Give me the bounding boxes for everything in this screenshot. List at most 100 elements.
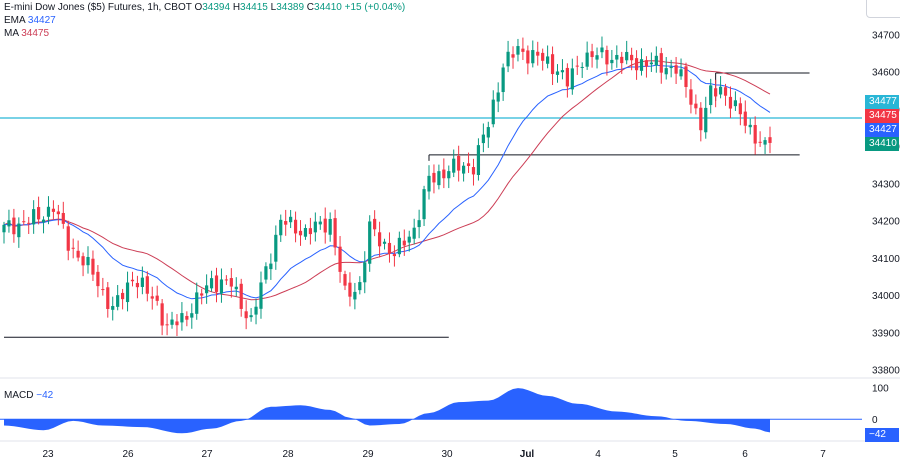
candle-body: [190, 313, 194, 318]
candle-body: [205, 285, 209, 294]
candle: [600, 36, 604, 59]
candle: [373, 210, 377, 237]
candle: [150, 286, 154, 310]
candle-body: [27, 222, 31, 224]
candle-body: [229, 278, 233, 287]
candle: [392, 245, 397, 267]
candle-body: [723, 87, 728, 96]
candle-body: [121, 292, 125, 300]
candle: [531, 40, 535, 68]
candle: [491, 90, 495, 128]
candle-body: [358, 282, 362, 291]
candle: [209, 270, 214, 292]
candle: [565, 63, 569, 98]
candle: [630, 47, 634, 71]
candle: [343, 270, 347, 291]
candle-body: [600, 47, 604, 53]
candle: [664, 56, 668, 80]
candle-body: [214, 275, 219, 292]
macd-legend[interactable]: MACD −42: [4, 390, 53, 401]
candle: [61, 201, 65, 229]
candle-body: [209, 278, 214, 289]
candle-body: [644, 60, 649, 67]
candle-body: [170, 319, 174, 325]
candle-body: [560, 70, 565, 73]
candle-body: [595, 55, 599, 60]
candle-body: [298, 230, 303, 236]
candle-body: [422, 189, 426, 220]
candle-body: [709, 85, 713, 106]
candle: [605, 45, 609, 76]
candle-body: [259, 282, 263, 309]
candle-body: [555, 71, 560, 75]
candle-body: [22, 221, 26, 223]
high-label: H: [232, 2, 241, 13]
candle: [476, 138, 481, 181]
candle: [303, 224, 308, 240]
candle-body: [353, 291, 357, 300]
candle-body: [284, 221, 288, 225]
candle: [76, 240, 80, 262]
candle: [353, 282, 357, 310]
candle: [407, 230, 411, 252]
candle-body: [471, 167, 476, 175]
candle: [526, 45, 530, 75]
candle-body: [145, 276, 149, 294]
candle-body: [590, 51, 594, 58]
candle-body: [620, 56, 624, 64]
candle: [12, 208, 16, 243]
ma-legend[interactable]: MA 34475: [4, 28, 49, 40]
candle: [130, 271, 135, 287]
candle: [560, 59, 565, 80]
candle: [674, 56, 678, 84]
candle-body: [269, 263, 273, 270]
candle: [368, 215, 372, 272]
candle-body: [165, 324, 169, 326]
candle: [555, 64, 560, 83]
candle: [684, 62, 688, 98]
candle-body: [486, 127, 490, 138]
candle: [269, 253, 273, 280]
candle: [615, 45, 619, 68]
candle-body: [580, 66, 584, 68]
candle-body: [264, 266, 268, 280]
ema-legend[interactable]: EMA 34427: [4, 15, 56, 27]
settings-corner[interactable]: [866, 0, 900, 18]
candle: [229, 268, 233, 298]
candle: [106, 282, 110, 318]
candle: [481, 123, 485, 153]
candle: [36, 196, 41, 225]
candle: [669, 59, 673, 78]
candle: [733, 91, 738, 111]
candle: [254, 298, 258, 325]
candle-body: [630, 54, 634, 61]
candle-body: [36, 207, 41, 220]
candle-body: [610, 59, 614, 64]
price-tick-label: 34300: [872, 179, 900, 190]
candle-body: [234, 286, 238, 290]
open-label: O: [194, 2, 203, 13]
candle: [348, 272, 352, 307]
candle: [244, 300, 248, 330]
candle-body: [180, 313, 184, 323]
candle-body: [758, 141, 762, 143]
candle-body: [733, 100, 738, 107]
candle-body: [526, 50, 530, 64]
candle-body: [718, 86, 723, 95]
candle-body: [254, 306, 258, 315]
candle-body: [7, 220, 11, 227]
candle: [264, 262, 268, 284]
candle: [22, 210, 26, 226]
candle-body: [125, 282, 130, 303]
candle: [610, 49, 614, 70]
ma-line: [3, 60, 771, 301]
candle-body: [639, 59, 644, 71]
candle: [550, 46, 555, 86]
candle: [293, 211, 298, 243]
candle-body: [140, 277, 144, 287]
candle: [224, 275, 228, 285]
close-label: C: [306, 2, 315, 13]
candle: [625, 40, 629, 65]
candle: [634, 50, 639, 80]
